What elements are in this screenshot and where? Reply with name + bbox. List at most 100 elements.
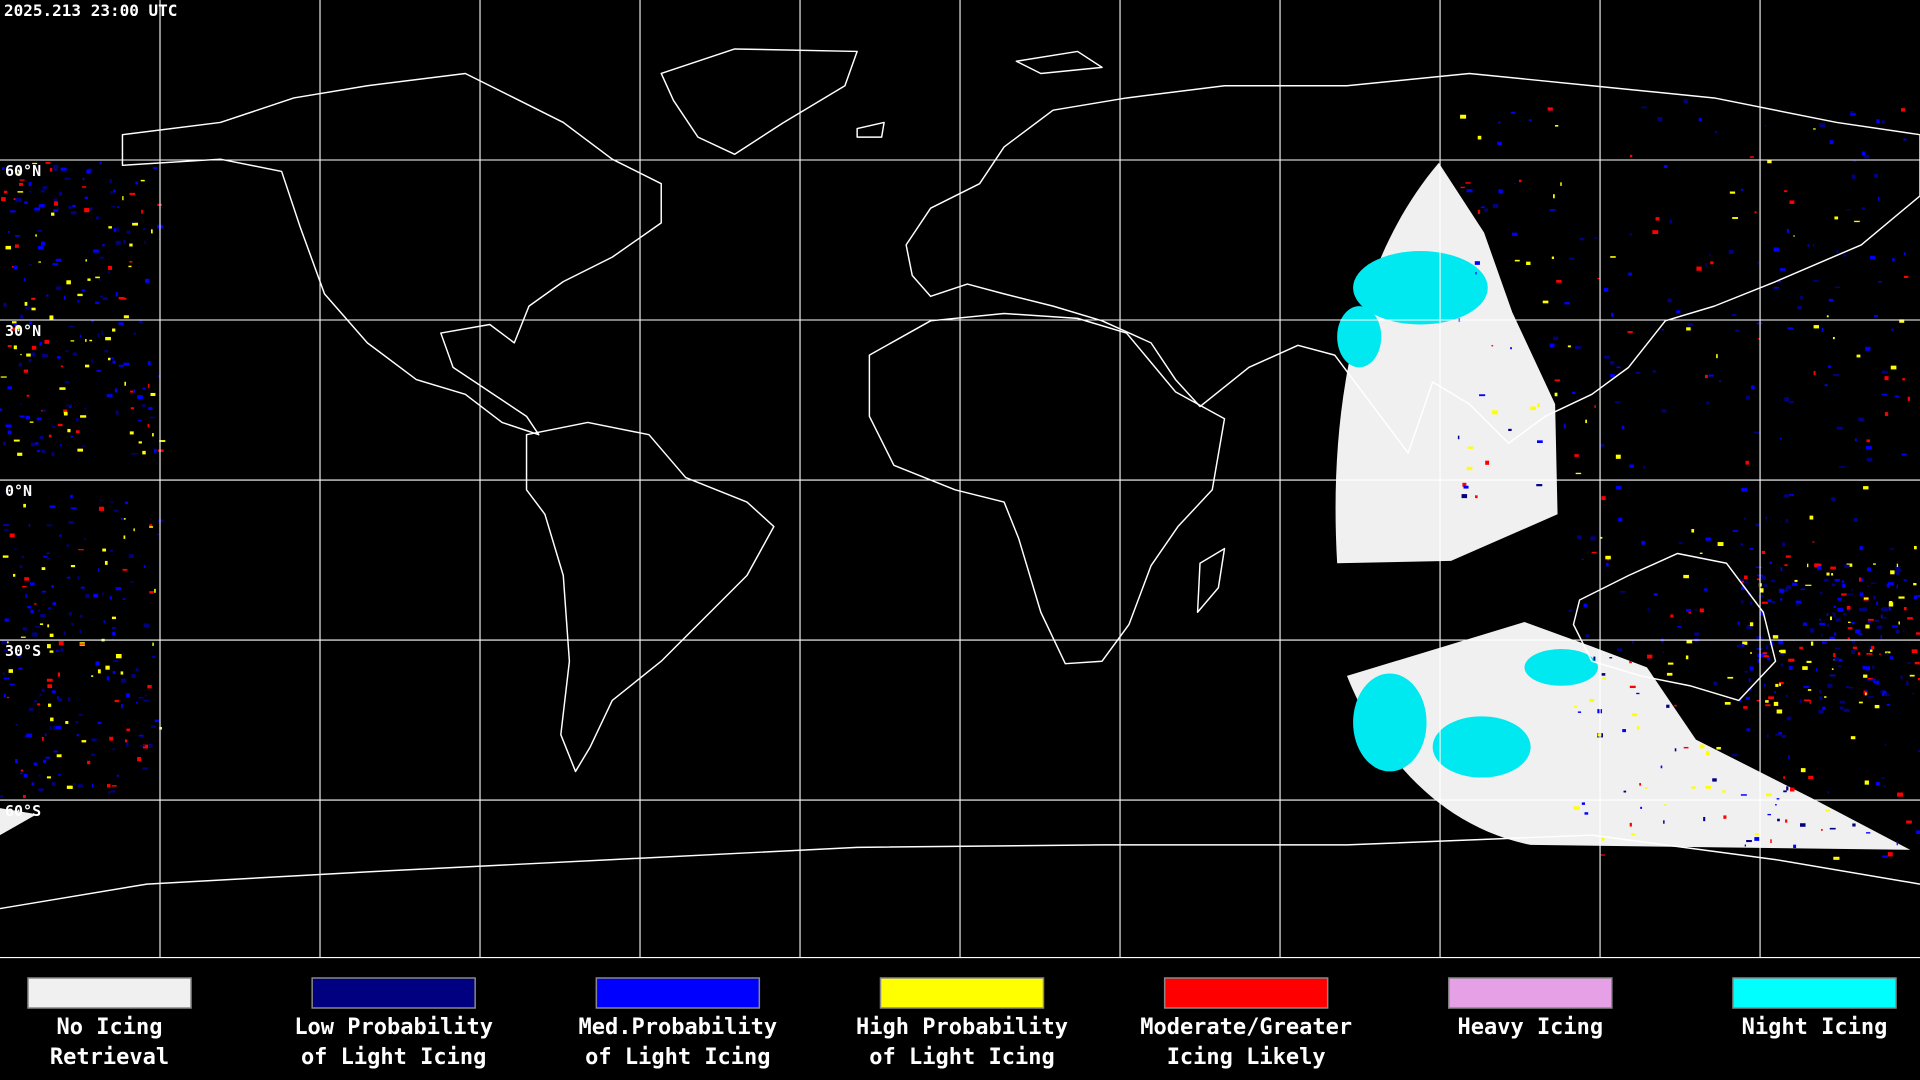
speckle	[1780, 663, 1784, 667]
speckle	[1729, 191, 1736, 194]
speckle	[59, 387, 66, 390]
speckle	[1873, 680, 1876, 684]
speckle	[91, 319, 94, 323]
speckle	[1834, 286, 1841, 289]
coastline	[905, 72, 1920, 454]
speckle	[112, 631, 116, 636]
speckle	[1785, 694, 1788, 697]
speckle	[1462, 482, 1467, 487]
speckle	[85, 338, 87, 342]
speckle	[1903, 579, 1907, 581]
speckle	[1, 640, 7, 645]
speckle	[1623, 790, 1627, 793]
speckle	[1826, 623, 1829, 627]
speckle	[1585, 419, 1587, 424]
speckle	[150, 229, 153, 234]
speckle	[1755, 523, 1760, 527]
speckle	[1784, 564, 1788, 567]
speckle	[1858, 701, 1863, 704]
speckle	[1694, 632, 1700, 636]
speckle	[1770, 579, 1776, 583]
speckle	[77, 575, 80, 580]
speckle	[51, 212, 55, 216]
speckle	[1627, 331, 1633, 333]
speckle	[1609, 657, 1613, 659]
speckle	[113, 660, 119, 663]
speckle	[36, 449, 41, 453]
speckle	[1466, 466, 1473, 471]
speckle	[91, 359, 93, 364]
speckle	[1828, 298, 1834, 302]
speckle	[1857, 652, 1861, 655]
speckle	[1757, 658, 1760, 663]
speckle	[1647, 607, 1649, 612]
speckle	[1800, 295, 1803, 300]
speckle	[9, 210, 16, 213]
speckle	[27, 492, 33, 494]
retrieval-area	[0, 808, 37, 836]
speckle	[95, 661, 100, 666]
speckle	[1894, 395, 1899, 398]
speckle	[49, 633, 54, 637]
speckle	[63, 295, 66, 300]
speckle	[154, 588, 156, 593]
speckle	[108, 357, 111, 361]
speckle	[1819, 591, 1823, 595]
speckle	[97, 669, 101, 674]
speckle	[25, 594, 27, 598]
speckle	[105, 665, 110, 670]
speckle	[1460, 186, 1465, 189]
speckle	[58, 641, 64, 646]
speckle	[73, 783, 76, 785]
speckle	[63, 411, 68, 416]
speckle	[66, 576, 71, 579]
speckle	[1600, 854, 1605, 856]
speckle	[41, 736, 44, 741]
speckle	[70, 340, 75, 342]
speckle	[118, 364, 125, 367]
speckle	[43, 555, 48, 558]
speckle	[1765, 704, 1771, 707]
speckle	[46, 776, 51, 779]
speckle	[131, 674, 136, 678]
night-icing-area	[1432, 716, 1531, 778]
speckle	[1851, 621, 1855, 625]
speckle	[1876, 626, 1879, 630]
speckle	[7, 430, 12, 435]
night-icing-area	[1353, 251, 1488, 325]
speckle	[1902, 378, 1905, 381]
speckle	[1738, 698, 1742, 703]
speckle	[2, 555, 9, 558]
speckle	[1859, 592, 1864, 597]
speckle	[1712, 778, 1717, 782]
speckle	[77, 299, 79, 303]
speckle	[1660, 765, 1663, 769]
speckle	[1741, 580, 1744, 583]
speckle	[1826, 572, 1830, 576]
speckle	[58, 191, 63, 196]
speckle	[28, 359, 32, 363]
speckle	[3, 302, 7, 307]
speckle	[112, 748, 116, 751]
speckle	[1704, 374, 1708, 379]
speckle	[108, 791, 111, 795]
speckle	[1800, 768, 1806, 773]
speckle	[1629, 154, 1633, 158]
speckle	[1756, 578, 1761, 581]
speckle	[55, 725, 61, 730]
speckle	[1851, 640, 1856, 643]
speckle	[1753, 431, 1760, 434]
latitude-label: 30°N	[5, 322, 41, 340]
speckle	[1854, 438, 1857, 442]
legend: No Icing Retrieval Low Probability of Light…	[27, 977, 1897, 1070]
speckle	[1640, 806, 1643, 809]
speckle	[1862, 665, 1866, 670]
speckle	[77, 293, 83, 297]
speckle	[1714, 130, 1718, 133]
speckle	[1855, 629, 1861, 634]
speckle	[1835, 647, 1841, 650]
speckle	[1880, 635, 1883, 639]
speckle	[138, 319, 143, 324]
speckle	[27, 606, 31, 609]
speckle	[2, 672, 5, 675]
